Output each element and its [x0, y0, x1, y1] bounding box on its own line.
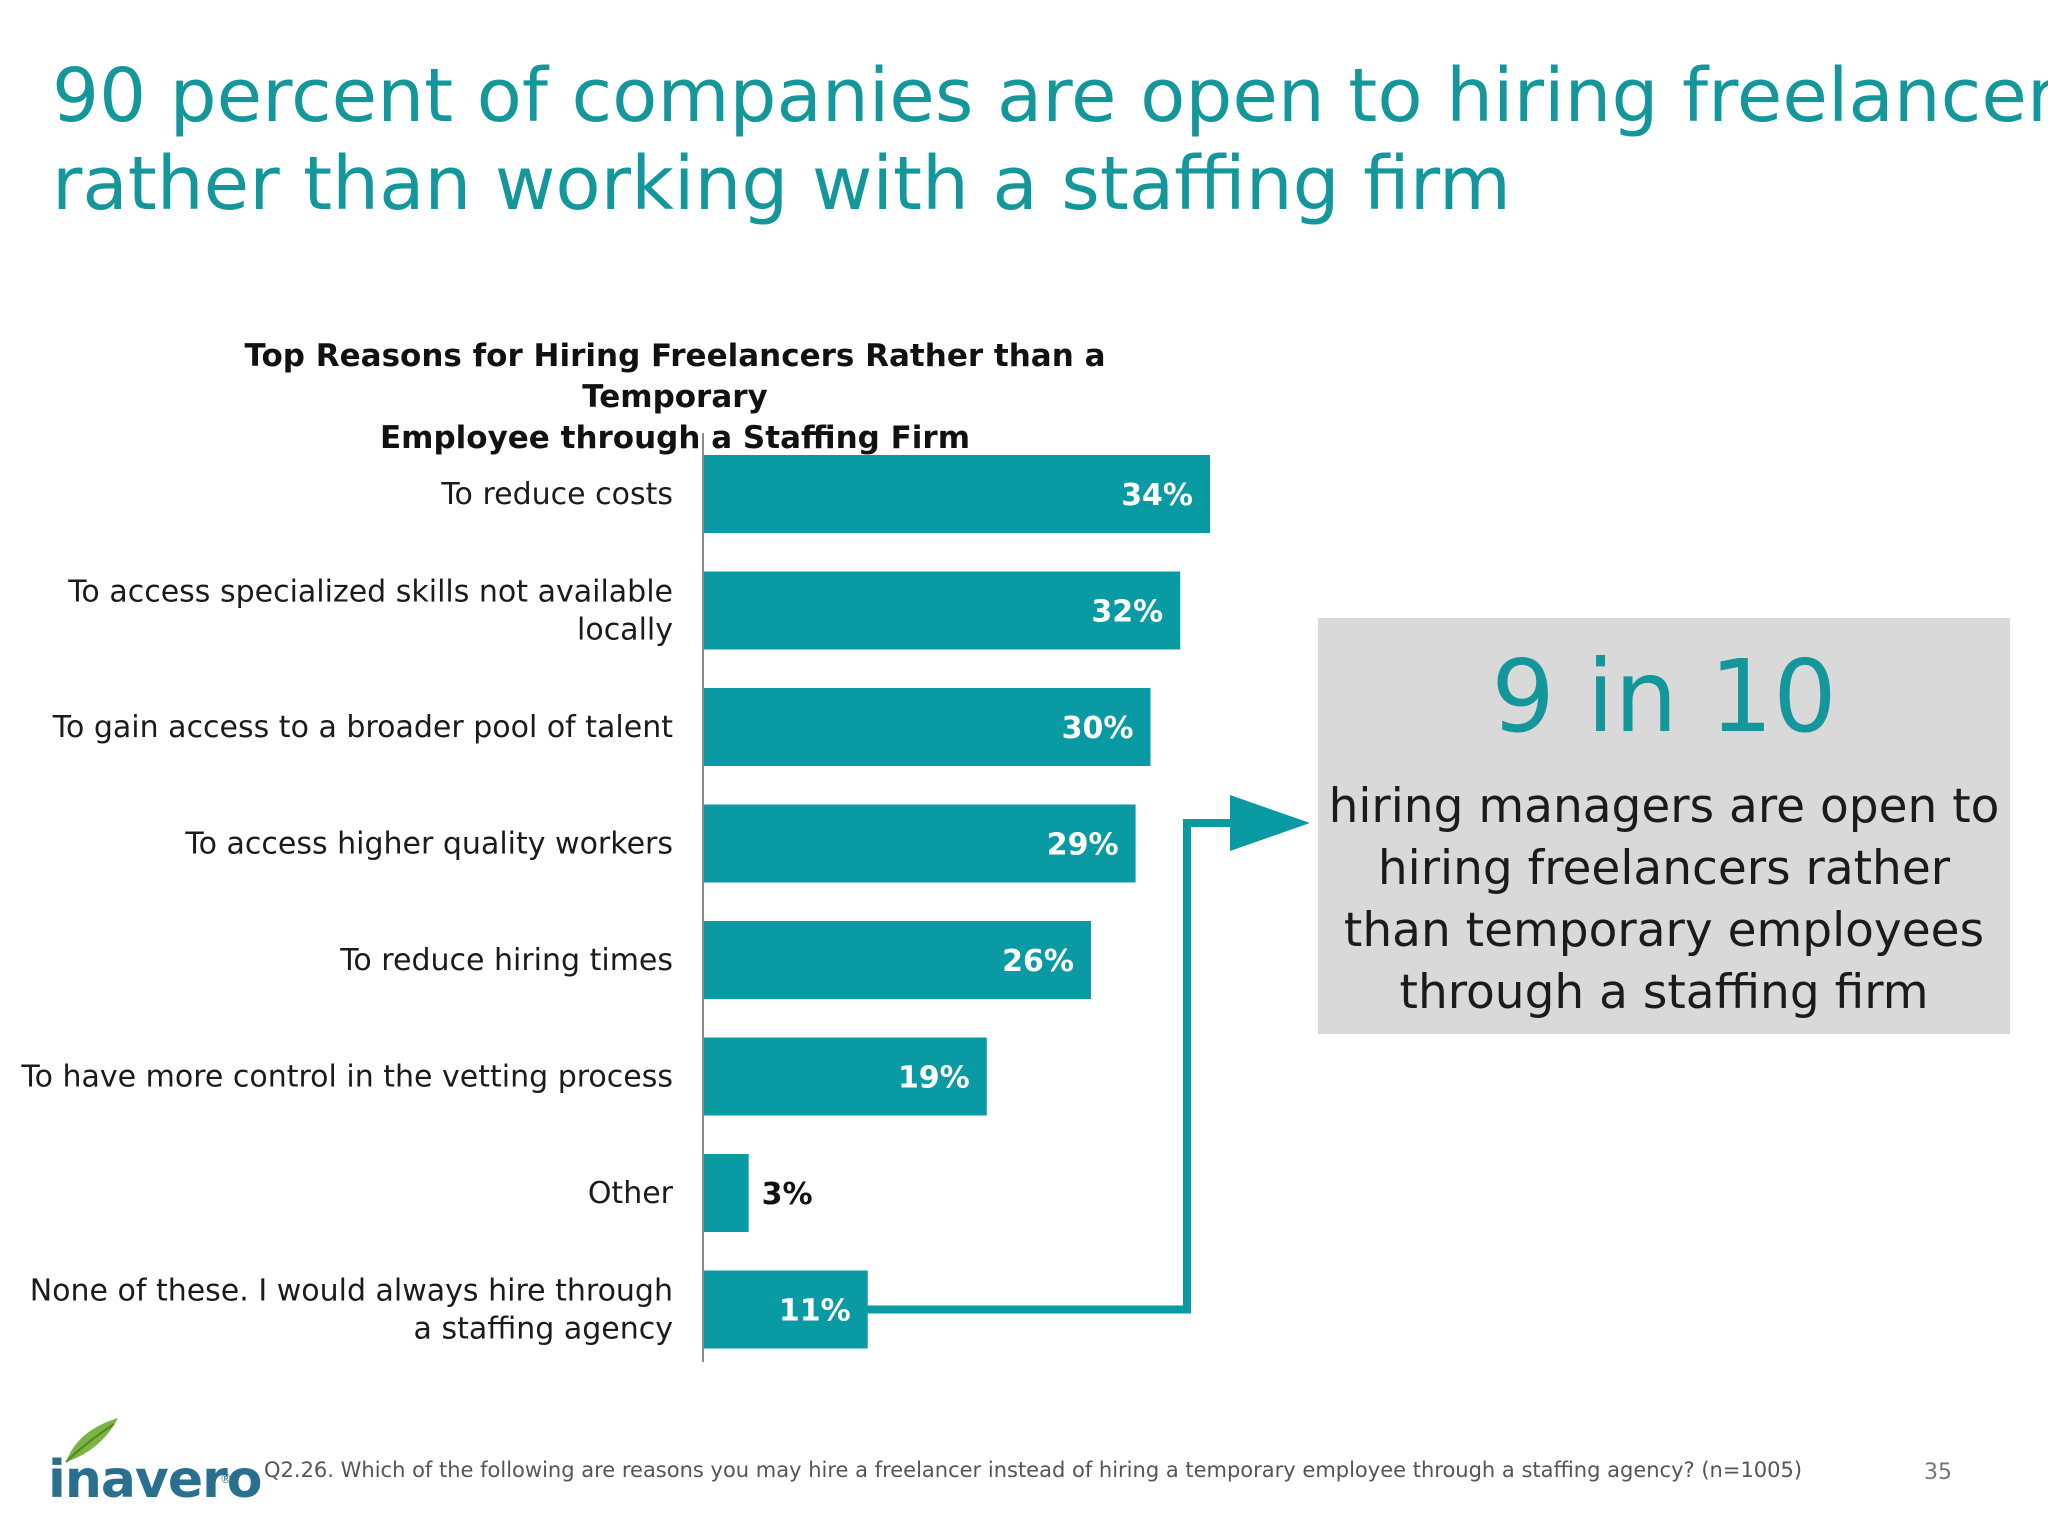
bar-value-label: 19%	[898, 1061, 970, 1096]
bar	[704, 1270, 868, 1349]
category-label-line: To access specialized skills not availab…	[67, 575, 673, 610]
slide-title: 90 percent of companies are open to hiri…	[52, 52, 2048, 228]
category-label-line: a staffing agency	[414, 1312, 673, 1347]
bar	[704, 804, 1136, 883]
bar-value-label: 29%	[1047, 828, 1119, 863]
category-label-line: To have more control in the vetting proc…	[20, 1060, 673, 1095]
slide-title-line-1: 90 percent of companies are open to hiri…	[52, 53, 2048, 139]
chart-title-line-2: Employee through a Staffing Firm	[379, 420, 971, 456]
bar-value-label: 32%	[1091, 595, 1163, 630]
bar	[704, 1154, 749, 1232]
bar-value-label: 34%	[1121, 478, 1193, 513]
callout-text-line-1: hiring managers are open to	[1328, 779, 2000, 834]
category-label: Other	[588, 1176, 674, 1211]
category-label: To reduce costs	[440, 477, 673, 512]
callout-text-line-2: hiring freelancers rather	[1377, 841, 1951, 896]
callout-text: hiring managers are open to hiring freel…	[1318, 776, 2010, 1024]
chart-title: Top Reasons for Hiring Freelancers Rathe…	[150, 336, 1200, 459]
slide-title-line-2: rather than working with a staffing firm	[52, 141, 1511, 227]
inavero-logo: inavero ®	[48, 1412, 262, 1512]
survey-footnote: Q2.26. Which of the following are reason…	[264, 1458, 1803, 1482]
category-label-line: To access higher quality workers	[184, 827, 673, 862]
bar-value-label: 30%	[1062, 711, 1134, 746]
bar-value-label: 3%	[762, 1177, 813, 1212]
logo-wordmark: inavero	[48, 1450, 262, 1510]
bar	[704, 921, 1091, 999]
category-label: None of these. I would always hire throu…	[30, 1274, 673, 1347]
category-label-line: Other	[588, 1176, 674, 1211]
category-label: To reduce hiring times	[339, 943, 673, 978]
connector-line	[866, 819, 1240, 1314]
category-label: To access specialized skills not availab…	[67, 575, 673, 648]
category-label-line: To reduce costs	[440, 477, 673, 512]
category-label-line: To reduce hiring times	[339, 943, 673, 978]
bar	[704, 571, 1181, 650]
callout-box: 9 in 10 hiring managers are open to hiri…	[1318, 618, 2010, 1034]
category-label: To gain access to a broader pool of tale…	[52, 710, 673, 745]
page-number: 35	[1924, 1460, 1952, 1485]
category-label: To access higher quality workers	[184, 827, 673, 862]
bar	[704, 688, 1151, 766]
bar	[704, 1037, 987, 1116]
bar-value-label: 26%	[1002, 944, 1074, 979]
chart-title-line-1: Top Reasons for Hiring Freelancers Rathe…	[244, 338, 1106, 415]
callout-text-line-4: through a staffing firm	[1399, 965, 1929, 1020]
category-label-line: locally	[577, 613, 673, 648]
category-label: To have more control in the vetting proc…	[20, 1060, 673, 1095]
bar	[704, 455, 1210, 533]
callout-text-line-3: than temporary employees	[1343, 903, 1985, 958]
callout-stat: 9 in 10	[1491, 638, 1837, 755]
bar-value-label: 11%	[779, 1294, 851, 1329]
logo-registered-mark: ®	[220, 1472, 232, 1486]
leaf-icon	[65, 1418, 118, 1463]
category-label-line: To gain access to a broader pool of tale…	[52, 710, 673, 745]
arrow-head-icon	[1230, 795, 1310, 851]
category-label-line: None of these. I would always hire throu…	[30, 1274, 673, 1309]
